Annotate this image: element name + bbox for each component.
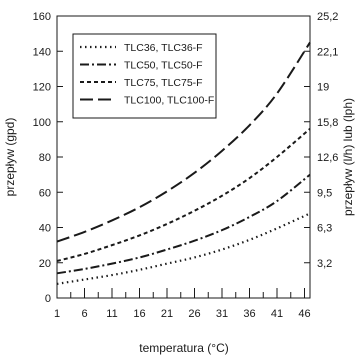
series-line xyxy=(56,128,311,262)
y-tick-label: 40 xyxy=(39,223,51,235)
x-tick-label: 36 xyxy=(243,308,255,320)
y2-tick-label: 22,1 xyxy=(317,46,338,58)
y2-axis-title: przepływ (l/h) lub (lph) xyxy=(341,98,355,216)
y-tick-label: 80 xyxy=(39,152,51,164)
x-tick-label: 1 xyxy=(54,308,60,320)
y-tick-label: 160 xyxy=(33,11,51,23)
series-line xyxy=(56,41,311,243)
y2-tick-label: 19 xyxy=(317,82,329,94)
y2-tick-label: 3,2 xyxy=(317,258,332,270)
y-axis-title: przepływ (gpd) xyxy=(3,118,17,197)
y2-tick-label: 12,6 xyxy=(317,152,338,164)
x-tick-label: 46 xyxy=(298,308,310,320)
series-line xyxy=(56,173,311,275)
y-tick-label: 140 xyxy=(33,46,51,58)
legend-box xyxy=(72,33,217,119)
y-tick-label: 100 xyxy=(33,117,51,129)
legend-label: TLC75, TLC75-F xyxy=(124,77,203,89)
x-tick-label: 16 xyxy=(133,308,145,320)
x-tick-label: 11 xyxy=(106,308,117,320)
y2-tick-label: 25,2 xyxy=(317,11,338,23)
x-axis-title: temperatura (°C) xyxy=(139,341,229,355)
y-tick-label: 20 xyxy=(39,258,51,270)
y2-tick-label: 6,3 xyxy=(317,223,332,235)
legend-label: TLC36, TLC36-F xyxy=(124,42,203,54)
y-tick-label: 0 xyxy=(45,293,51,305)
series-line xyxy=(56,212,311,285)
y-tick-label: 60 xyxy=(39,187,51,199)
series-layer xyxy=(56,41,311,285)
x-tick-label: 31 xyxy=(216,308,228,320)
ticks-layer: 1 6 11 16 21 26 31 36 41 460204060801001201401603… xyxy=(33,11,339,320)
x-tick-label: 26 xyxy=(188,308,200,320)
x-tick-label: 41 xyxy=(271,308,283,320)
y-tick-label: 120 xyxy=(33,82,51,94)
y2-tick-label: 9,5 xyxy=(317,187,332,199)
legend-label: TLC100, TLC100-F xyxy=(124,95,214,107)
x-tick-label: 21 xyxy=(161,308,173,320)
legend-label: TLC50, TLC50-F xyxy=(124,60,203,72)
legend: TLC36, TLC36-F TLC50, TLC50-F TLC75, TLC75… xyxy=(72,33,217,119)
x-tick-label: 6 xyxy=(81,308,87,320)
y2-tick-label: 15,8 xyxy=(317,117,338,129)
